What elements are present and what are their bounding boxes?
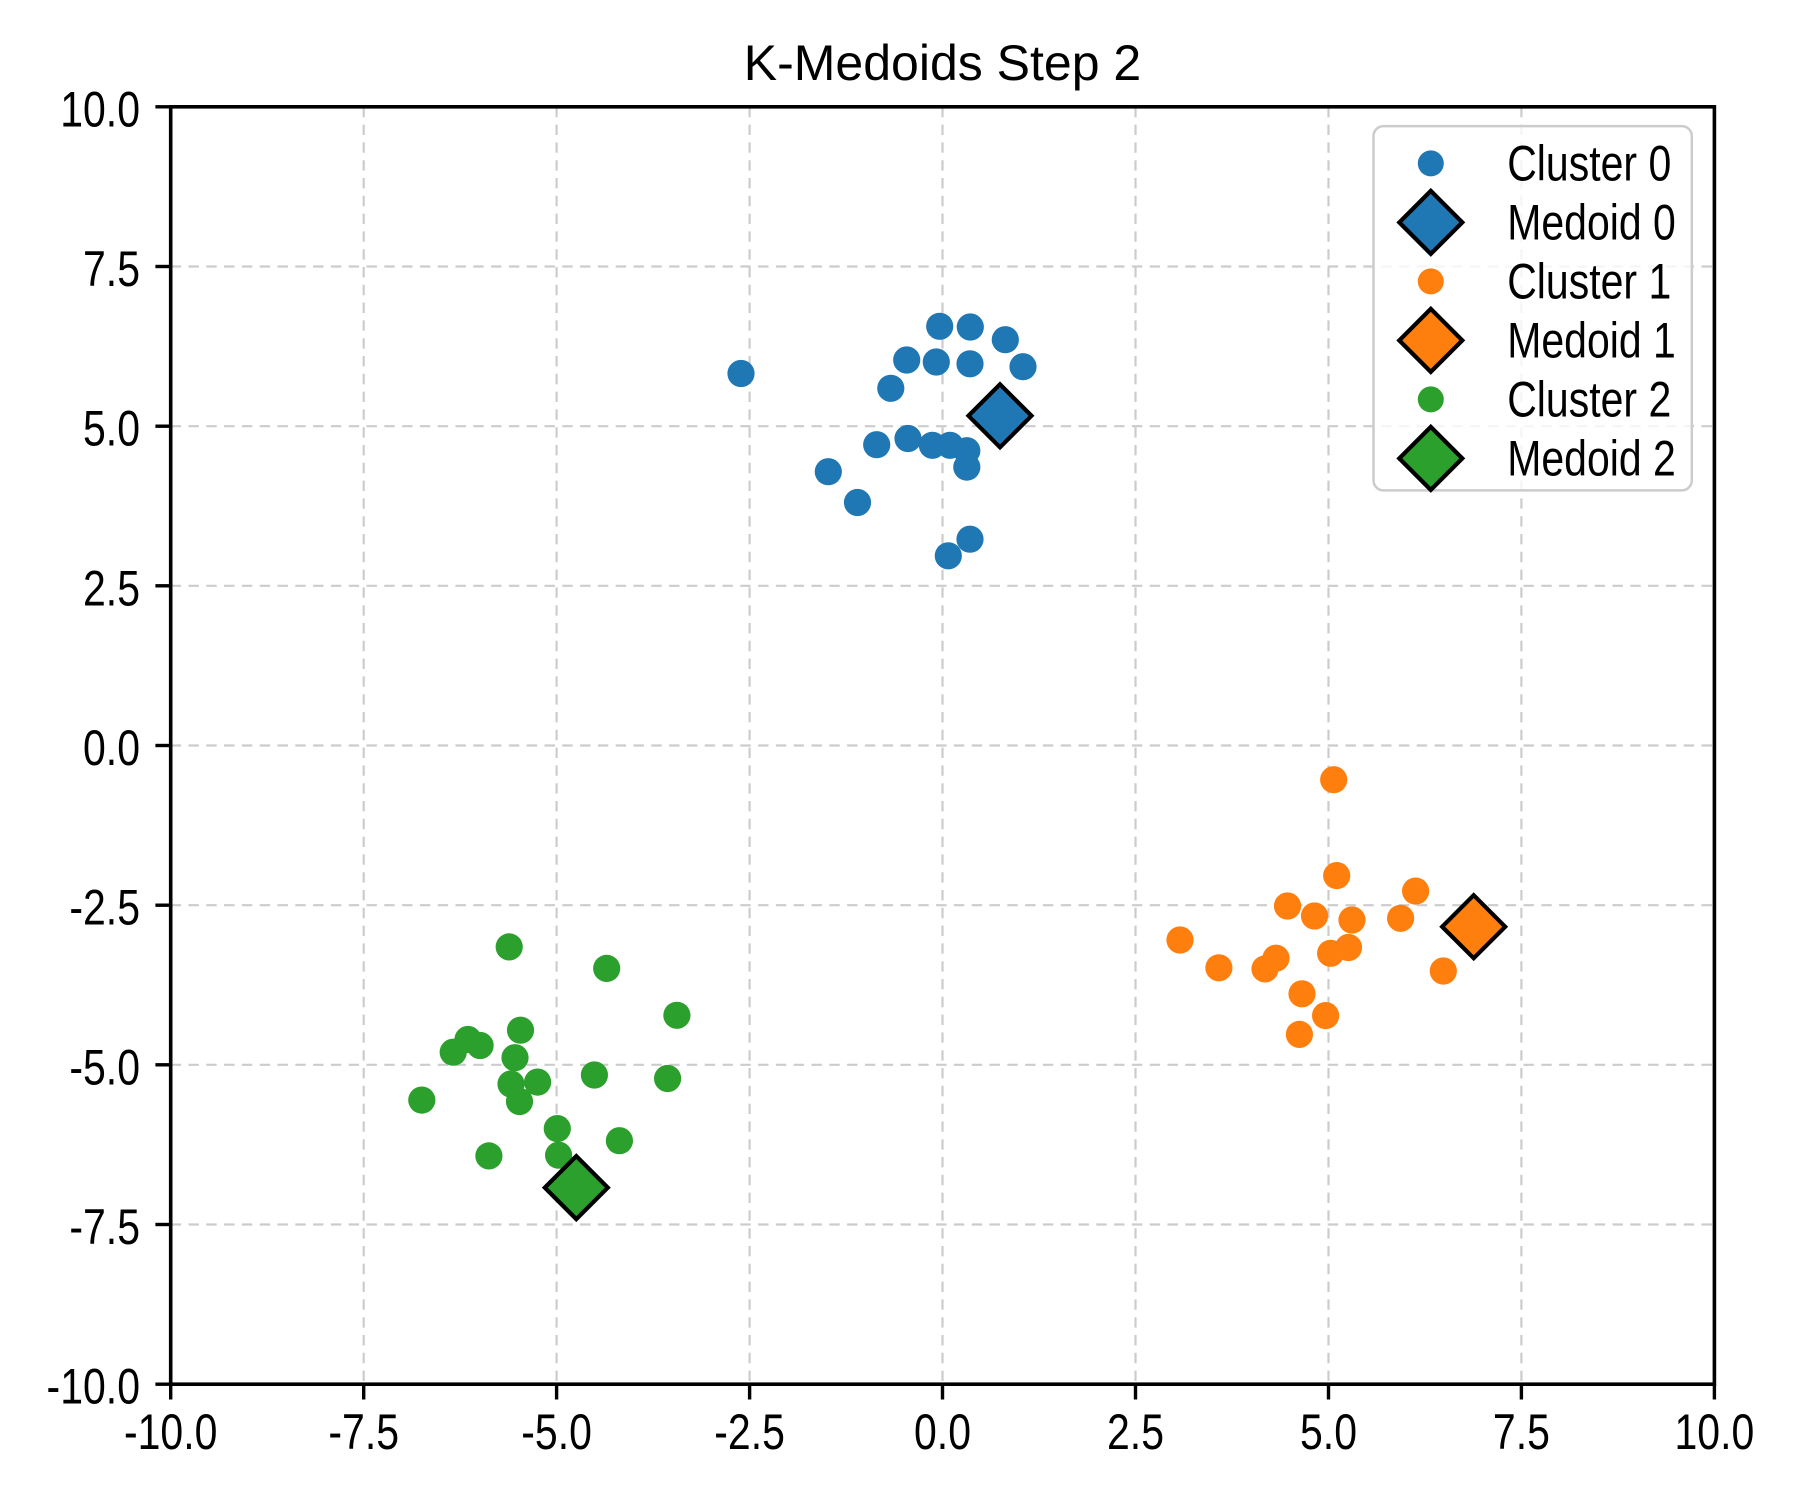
- svg-text:-10.0: -10.0: [124, 1404, 217, 1460]
- svg-text:7.5: 7.5: [83, 241, 140, 297]
- svg-text:5.0: 5.0: [1300, 1404, 1357, 1460]
- svg-text:-2.5: -2.5: [69, 880, 140, 936]
- svg-text:Medoid 1: Medoid 1: [1507, 313, 1676, 369]
- svg-text:Cluster 2: Cluster 2: [1507, 372, 1671, 428]
- svg-text:-5.0: -5.0: [521, 1404, 592, 1460]
- svg-text:2.5: 2.5: [1107, 1404, 1164, 1460]
- svg-text:Cluster 1: Cluster 1: [1507, 254, 1671, 310]
- svg-text:7.5: 7.5: [1493, 1404, 1550, 1460]
- svg-text:-7.5: -7.5: [69, 1199, 140, 1255]
- svg-text:0.0: 0.0: [914, 1404, 971, 1460]
- svg-text:Medoid 2: Medoid 2: [1507, 431, 1676, 487]
- svg-text:-7.5: -7.5: [328, 1404, 399, 1460]
- svg-text:10.0: 10.0: [60, 81, 140, 137]
- svg-text:-10.0: -10.0: [47, 1359, 140, 1415]
- svg-text:-5.0: -5.0: [69, 1039, 140, 1095]
- svg-text:5.0: 5.0: [83, 401, 140, 457]
- svg-text:0.0: 0.0: [83, 720, 140, 776]
- svg-text:Medoid 0: Medoid 0: [1507, 195, 1676, 251]
- svg-text:2.5: 2.5: [83, 560, 140, 616]
- svg-text:K-Medoids Step 2: K-Medoids Step 2: [744, 35, 1141, 91]
- svg-text:10.0: 10.0: [1675, 1404, 1755, 1460]
- svg-text:Cluster 0: Cluster 0: [1507, 136, 1671, 192]
- svg-text:-2.5: -2.5: [714, 1404, 785, 1460]
